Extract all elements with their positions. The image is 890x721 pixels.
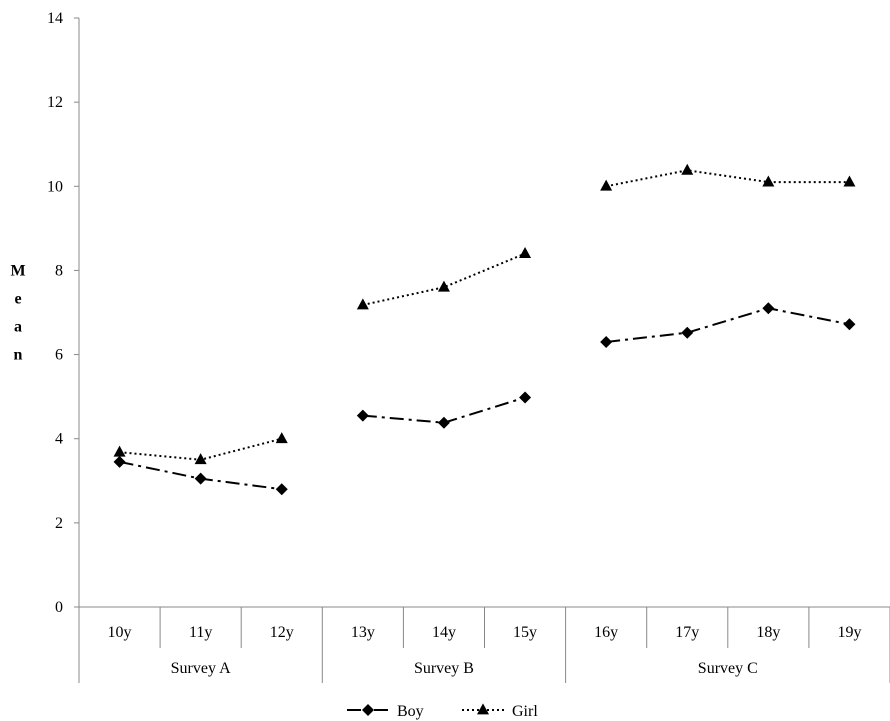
- data-point-girl: [356, 298, 369, 310]
- category-axis: 10y 11y 12y 13y 14y 15y 16y 17y 18y 19y Survey A Su…: [78, 607, 890, 683]
- x-tick-label: 13y: [351, 624, 375, 641]
- x-tick-label: 18y: [756, 624, 780, 641]
- y-tick-label: 14: [47, 10, 63, 27]
- series-layer: [113, 163, 856, 496]
- y-tick-label: 6: [55, 347, 63, 364]
- legend-marker: [477, 703, 489, 715]
- data-point-girl: [113, 445, 126, 457]
- y-tick-label: 0: [55, 599, 63, 616]
- y-tick-label: 10: [47, 178, 63, 195]
- data-point-boy: [275, 483, 288, 496]
- data-point-girl: [600, 179, 613, 191]
- data-point-girl: [437, 280, 450, 292]
- data-point-boy: [519, 391, 532, 404]
- group-label: Survey C: [698, 660, 758, 677]
- x-tick-label: 17y: [675, 624, 699, 641]
- data-point-girl: [762, 175, 775, 187]
- x-tick-label: 15y: [513, 624, 537, 641]
- y-tick-label: 2: [55, 515, 63, 532]
- y-axis-label-letter: e: [14, 291, 21, 308]
- y-axis-label-letter: M: [10, 263, 25, 280]
- x-tick-label: 12y: [270, 624, 294, 641]
- legend-item-girl: Girl: [462, 703, 538, 720]
- group-label: Survey B: [414, 660, 474, 677]
- data-point-boy: [356, 409, 369, 422]
- y-tick-label: 8: [55, 262, 63, 279]
- data-point-boy: [113, 455, 126, 468]
- x-tick-label: 14y: [432, 624, 456, 641]
- data-point-girl: [194, 453, 207, 465]
- data-point-girl: [275, 432, 288, 444]
- legend-label: Boy: [397, 703, 424, 720]
- x-tick-label: 10y: [108, 624, 132, 641]
- data-point-boy: [843, 318, 856, 331]
- x-tick-label: 16y: [594, 624, 618, 641]
- series-girl: [113, 163, 856, 465]
- series-line-girl: [605, 169, 850, 188]
- legend-marker: [362, 704, 374, 716]
- data-point-boy: [437, 416, 450, 429]
- data-point-girl: [843, 175, 856, 187]
- y-tick-labels: 0 2 4 6 8 10 12 14: [47, 10, 63, 616]
- y-axis-label-letter: a: [14, 319, 22, 336]
- data-point-boy: [194, 472, 207, 485]
- y-axis-label-letter: n: [14, 347, 23, 364]
- x-tick-label: 19y: [837, 624, 861, 641]
- legend-item-boy: Boy: [347, 703, 424, 720]
- data-point-boy: [681, 326, 694, 339]
- x-tick-label: 11y: [189, 624, 212, 641]
- data-point-boy: [600, 335, 613, 348]
- data-point-boy: [762, 302, 775, 315]
- y-tick-label: 12: [47, 94, 63, 111]
- legend-label: Girl: [512, 703, 538, 720]
- series-line-girl: [362, 252, 526, 306]
- series-boy: [113, 302, 856, 496]
- series-line-boy: [606, 307, 850, 343]
- data-point-girl: [681, 163, 694, 175]
- legend: Boy Girl: [347, 703, 538, 720]
- group-label: Survey A: [171, 660, 231, 677]
- data-point-girl: [519, 247, 532, 258]
- y-tick-label: 4: [55, 431, 63, 448]
